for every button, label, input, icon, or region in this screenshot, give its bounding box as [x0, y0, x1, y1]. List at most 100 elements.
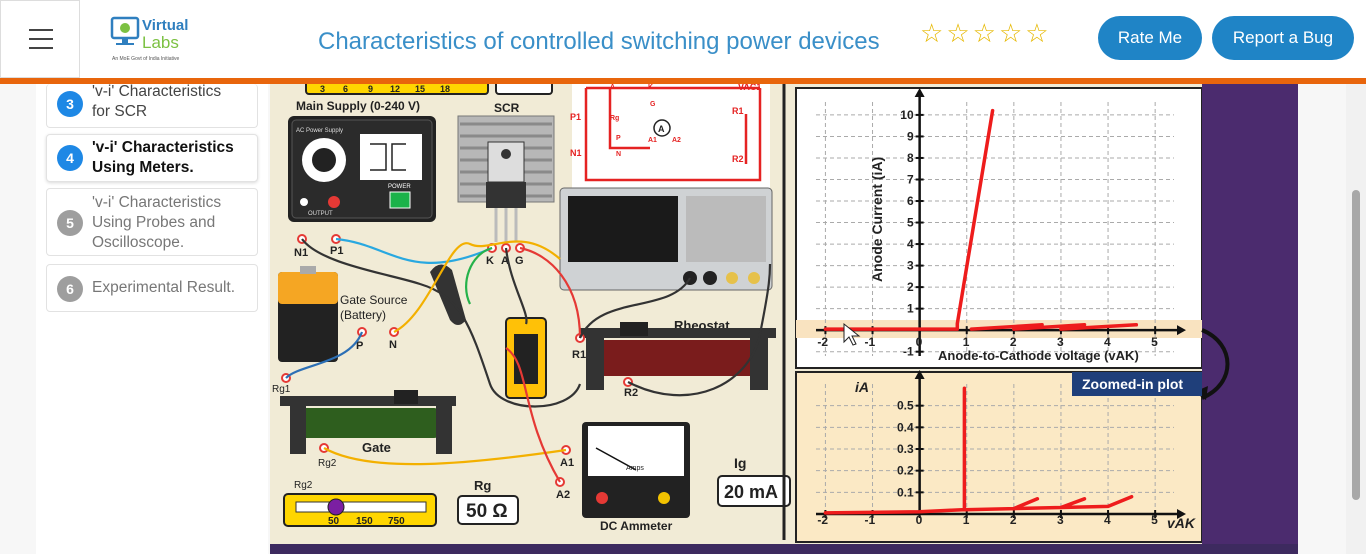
x-tick-label: -1	[865, 335, 876, 349]
x-tick-label: 4	[1104, 513, 1111, 527]
menu-icon-line	[29, 38, 53, 40]
oscilloscope-probe-2[interactable]	[703, 271, 717, 285]
series-line	[1012, 323, 1087, 331]
r1-label: R1	[572, 349, 586, 361]
step-number-badge: 3	[57, 91, 83, 117]
n1-label: N1	[294, 247, 308, 259]
terminal-g-label: G	[515, 255, 524, 267]
circuit-g: G	[650, 101, 656, 108]
rheostat-rail[interactable]	[580, 328, 776, 338]
x-tick-label: 1	[963, 335, 970, 349]
star-icon[interactable]: ☆	[972, 18, 996, 48]
label-line: 'v-i' Characteristics	[92, 83, 222, 100]
star-icon[interactable]: ☆	[946, 18, 970, 48]
zoomed-y-axis-label: iA	[855, 379, 869, 395]
y-tick-label: 9	[907, 129, 914, 143]
logo-text-virtual: Virtual	[142, 17, 188, 34]
star-icon[interactable]: ☆	[1025, 18, 1049, 48]
n-label: N	[389, 339, 397, 351]
y-tick-label: 0.5	[897, 399, 914, 413]
simulation-svg[interactable]: 3 6 9 12 15 18 Main Supply (0-240 V) AC …	[270, 84, 1298, 554]
circuit-rg: Rg	[610, 115, 619, 122]
output-text: OUTPUT	[308, 211, 333, 217]
rate-me-button[interactable]: Rate Me	[1098, 16, 1202, 60]
step-number-badge: 6	[57, 276, 83, 302]
circuit-p1: P1	[570, 112, 581, 122]
a2-label: A2	[556, 489, 570, 501]
y-tick-label: -1	[903, 345, 914, 359]
scale-tick: 50	[328, 516, 340, 527]
voltage-ruler[interactable]	[305, 84, 489, 95]
x-tick-label: 2	[1010, 335, 1017, 349]
sidebar-item-step-6[interactable]: 6 Experimental Result.	[46, 264, 258, 312]
output-terminal-red[interactable]	[328, 196, 340, 208]
sidebar-item-step-3[interactable]: 3 'v-i' Characteristics for SCR	[46, 83, 258, 128]
x-axis-arrow	[1177, 509, 1186, 519]
label-line: Oscilloscope.	[92, 234, 185, 251]
ig-value-display	[717, 475, 791, 507]
x-tick-label: 3	[1057, 513, 1064, 527]
r2-label: R2	[624, 387, 638, 399]
simulation-canvas[interactable]: 3 6 9 12 15 18 Main Supply (0-240 V) AC …	[270, 84, 1298, 554]
sidebar-item-label: Experimental Result.	[92, 279, 236, 296]
rg2-slider-label: Rg2	[294, 480, 313, 491]
gate-rheostat-rail[interactable]	[280, 396, 456, 406]
x-tick-label: -1	[865, 513, 876, 527]
star-icon[interactable]: ☆	[920, 18, 944, 48]
rating-stars[interactable]: ☆ ☆ ☆ ☆ ☆	[920, 20, 1049, 46]
rg2-slider-knob[interactable]	[327, 498, 345, 516]
output-terminal-black[interactable]	[300, 198, 308, 206]
x-tick-label: 3	[1057, 335, 1064, 349]
gate-source-label: Gate Source	[340, 293, 408, 307]
sidebar-item-step-4[interactable]: 4 'v-i' Characteristics Using Meters.	[46, 134, 258, 182]
vac1-label: VAC1	[738, 84, 761, 92]
rg2-label: Rg2	[318, 458, 337, 469]
circuit-r2: R2	[732, 154, 744, 164]
transformer-symbol	[360, 134, 422, 180]
experiment-steps-sidebar: 3 'v-i' Characteristics for SCR 4 'v-i' …	[36, 83, 268, 554]
ruler-tick: 18	[440, 84, 450, 94]
p-label: P	[356, 340, 363, 352]
circuit-n1: N1	[570, 148, 582, 158]
sidebar-item-step-5[interactable]: 5 'v-i' Characteristics Using Probes and…	[46, 188, 258, 256]
menu-icon	[29, 29, 53, 31]
y-tick-label: 8	[907, 151, 914, 165]
sidebar-item-label: 'v-i' Characteristics Using Meters.	[92, 138, 234, 178]
scale-tick: 150	[356, 516, 373, 527]
rg1-label: Rg1	[272, 384, 291, 395]
x-tick-label: 5	[1151, 513, 1158, 527]
x-axis-arrow	[1177, 325, 1186, 336]
series-line	[1059, 323, 1139, 331]
zoomed-plot-title-box	[1072, 372, 1202, 396]
chart-y-axis-label: Anode Current (iA)	[869, 157, 885, 282]
x-tick-label: -2	[817, 335, 828, 349]
circuit-ammeter-letter: A	[658, 124, 665, 134]
ammeter-terminal-yellow[interactable]	[658, 492, 670, 504]
report-bug-button[interactable]: Report a Bug	[1212, 16, 1354, 60]
y-tick-label: 5	[907, 216, 914, 230]
ruler-tick: 6	[343, 84, 348, 94]
x-tick-label: 1	[963, 513, 970, 527]
y-tick-label: 10	[900, 108, 914, 122]
label-line: Using Probes and	[92, 214, 216, 231]
x-tick-label: 2	[1010, 513, 1017, 527]
virtual-labs-logo[interactable]: Virtual Labs An MoE Govt of India Initia…	[108, 10, 208, 70]
x-tick-label: -2	[817, 513, 828, 527]
star-icon[interactable]: ☆	[998, 18, 1023, 48]
hamburger-menu-button[interactable]	[0, 0, 80, 78]
rheostat-slider[interactable]	[620, 322, 648, 336]
gate-rheostat-slider[interactable]	[394, 390, 418, 404]
step-number-badge: 4	[57, 145, 83, 171]
ruler-tick: 15	[415, 84, 425, 94]
power-switch[interactable]	[389, 191, 411, 209]
ig-label: Ig	[734, 455, 746, 471]
y-tick-label: 0.1	[897, 485, 914, 499]
scrollbar-thumb[interactable]	[1352, 190, 1360, 500]
scr-device[interactable]	[487, 141, 525, 183]
x-tick-label: 5	[1151, 335, 1158, 349]
ammeter-terminal-red[interactable]	[596, 492, 608, 504]
series-line	[823, 108, 995, 331]
x-tick-label: 0	[916, 335, 923, 349]
y-tick-label: 3	[907, 259, 914, 273]
